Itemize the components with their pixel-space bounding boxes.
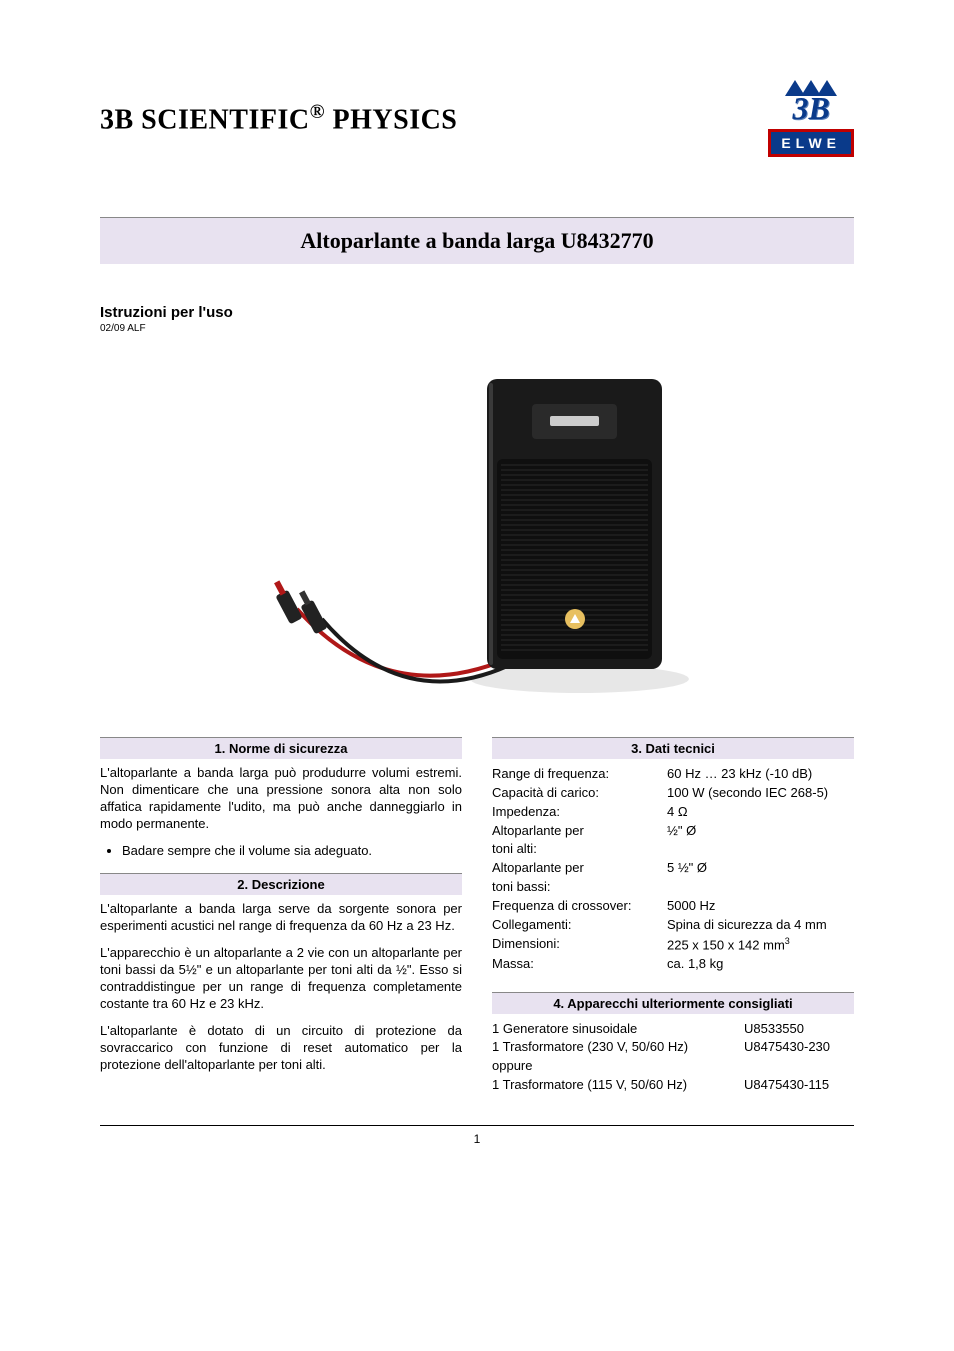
right-column: 3. Dati tecnici Range di frequenza:60 Hz… [492, 737, 854, 1095]
spec-row: Massa:ca. 1,8 kg [492, 955, 854, 974]
spec-label: Range di frequenza: [492, 765, 667, 784]
recommended-list: 1 Generatore sinusoidaleU85335501 Trasfo… [492, 1020, 854, 1095]
tech-spec-list: Range di frequenza:60 Hz … 23 kHz (-10 d… [492, 765, 854, 974]
speaker-illustration [227, 344, 727, 704]
page-footer: 1 [100, 1125, 854, 1146]
company-logo: 3B ELWE [768, 80, 854, 157]
description-p3: L'altoparlante è dotato di un circuito d… [100, 1023, 462, 1074]
spec-value: 225 x 150 x 142 mm3 [667, 935, 854, 955]
safety-bullet-1: Badare sempre che il volume sia adeguato… [122, 843, 462, 860]
logo-3b-text: 3B [792, 90, 829, 127]
spec-row: Dimensioni:225 x 150 x 142 mm3 [492, 935, 854, 955]
page-number: 1 [474, 1132, 481, 1146]
tech-heading: 3. Dati tecnici [492, 737, 854, 759]
spec-value: 4 Ω [667, 803, 854, 822]
product-image [100, 344, 854, 707]
description-p2: L'apparecchio è un altoparlante a 2 vie … [100, 945, 462, 1013]
spec-value: 60 Hz … 23 kHz (-10 dB) [667, 765, 854, 784]
recommended-row: 1 Trasformatore (115 V, 50/60 Hz)U847543… [492, 1076, 854, 1095]
spec-value: Spina di sicurezza da 4 mm [667, 916, 854, 935]
document-code: 02/09 ALF [100, 323, 854, 334]
recommended-code: U8475430-115 [744, 1076, 854, 1095]
logo-elwe-text: ELWE [768, 129, 854, 157]
spec-row: Altoparlante pertoni alti:½" Ø [492, 822, 854, 860]
safety-heading: 1. Norme di sicurezza [100, 737, 462, 759]
recommended-label: 1 Trasformatore (230 V, 50/60 Hz) [492, 1038, 744, 1057]
spec-value: 100 W (secondo IEC 268-5) [667, 784, 854, 803]
spec-label: Impedenza: [492, 803, 667, 822]
recommended-row: 1 Trasformatore (230 V, 50/60 Hz)U847543… [492, 1038, 854, 1057]
spec-label: Frequenza di crossover: [492, 897, 667, 916]
recommended-row: oppure [492, 1057, 854, 1076]
description-heading: 2. Descrizione [100, 873, 462, 895]
spec-label: Capacità di carico: [492, 784, 667, 803]
brand-name: 3B SCIENTIFIC [100, 104, 310, 135]
recommended-code: U8475430-230 [744, 1038, 854, 1057]
recommended-label: 1 Generatore sinusoidale [492, 1020, 744, 1039]
recommended-label: 1 Trasformatore (115 V, 50/60 Hz) [492, 1076, 744, 1095]
spec-label: Collegamenti: [492, 916, 667, 935]
brand-title: 3B SCIENTIFIC® PHYSICS [100, 101, 457, 136]
spec-label: Massa: [492, 955, 667, 974]
spec-label: Altoparlante pertoni alti: [492, 822, 667, 860]
recommended-code [744, 1057, 854, 1076]
spec-value: 5000 Hz [667, 897, 854, 916]
spec-row: Altoparlante pertoni bassi:5 ½" Ø [492, 859, 854, 897]
brand-suffix: PHYSICS [325, 104, 457, 135]
recommended-label: oppure [492, 1057, 744, 1076]
spec-row: Impedenza:4 Ω [492, 803, 854, 822]
spec-value: ca. 1,8 kg [667, 955, 854, 974]
safety-paragraph: L'altoparlante a banda larga può produdu… [100, 765, 462, 833]
spec-value: 5 ½" Ø [667, 859, 854, 897]
spec-row: Range di frequenza:60 Hz … 23 kHz (-10 d… [492, 765, 854, 784]
left-column: 1. Norme di sicurezza L'altoparlante a b… [100, 737, 462, 1095]
registered-mark: ® [310, 101, 325, 123]
document-title: Altoparlante a banda larga U8432770 [100, 217, 854, 264]
recommended-row: 1 Generatore sinusoidaleU8533550 [492, 1020, 854, 1039]
safety-bullets: Badare sempre che il volume sia adeguato… [122, 843, 462, 860]
recommended-heading: 4. Apparecchi ulteriormente consigliati [492, 992, 854, 1014]
spec-row: Collegamenti:Spina di sicurezza da 4 mm [492, 916, 854, 935]
spec-row: Frequenza di crossover:5000 Hz [492, 897, 854, 916]
spec-label: Dimensioni: [492, 935, 667, 955]
spec-label: Altoparlante pertoni bassi: [492, 859, 667, 897]
description-p1: L'altoparlante a banda larga serve da so… [100, 901, 462, 935]
content-columns: 1. Norme di sicurezza L'altoparlante a b… [100, 737, 854, 1095]
spec-value: ½" Ø [667, 822, 854, 860]
instructions-label: Istruzioni per l'uso [100, 304, 854, 321]
spec-row: Capacità di carico:100 W (secondo IEC 26… [492, 784, 854, 803]
page-header: 3B SCIENTIFIC® PHYSICS 3B ELWE [100, 80, 854, 157]
recommended-code: U8533550 [744, 1020, 854, 1039]
